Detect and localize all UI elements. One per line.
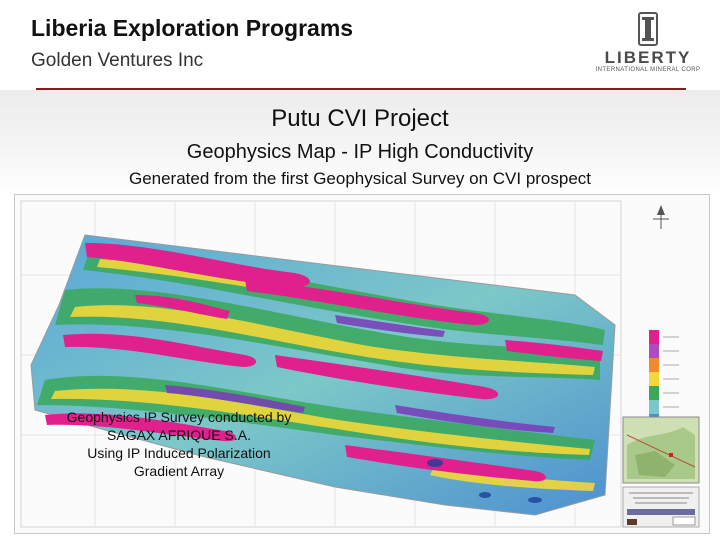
- caption-line-1: Geophysics IP Survey conducted by: [66, 409, 292, 425]
- slide-title: Liberia Exploration Programs: [31, 15, 354, 41]
- map-title-block: [622, 486, 700, 528]
- north-arrow-icon: [653, 205, 669, 229]
- caption-line-4: Gradient Array: [133, 463, 225, 479]
- company-logo: LIBERTY INTERNATIONAL MINERAL CORP: [592, 12, 704, 76]
- geophysics-map: Geophysics IP Survey conducted by SAGAX …: [14, 194, 710, 534]
- project-title: Putu CVI Project: [271, 105, 449, 132]
- caption-line-3: Using IP Induced Polarization: [87, 445, 271, 461]
- slide-subtitle: Golden Ventures Inc: [31, 50, 204, 71]
- slide-header: Liberia Exploration Programs Golden Vent…: [0, 0, 720, 86]
- map-image: [20, 200, 700, 528]
- caption-line-2: SAGAX AFRIQUE S.A.: [107, 427, 251, 443]
- map-description: Generated from the first Geophysical Sur…: [128, 169, 592, 188]
- header-divider: [36, 88, 686, 90]
- color-scale-legend: [649, 330, 679, 428]
- logo-tagline: INTERNATIONAL MINERAL CORP: [595, 67, 701, 73]
- map-caption: Geophysics IP Survey conducted by SAGAX …: [49, 408, 309, 480]
- logo-wordmark: LIBERTY: [604, 48, 692, 67]
- ip-survey-block: [30, 234, 616, 516]
- liberty-emblem-icon: [638, 12, 658, 46]
- location-inset-map: [622, 416, 700, 484]
- map-title: Geophysics Map - IP High Conductivity: [186, 141, 534, 163]
- title-band: [0, 90, 720, 196]
